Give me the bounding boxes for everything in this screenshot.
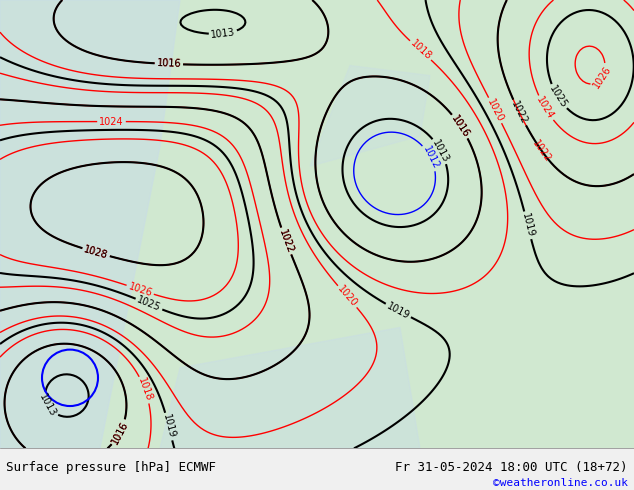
Text: 1016: 1016: [157, 58, 181, 70]
Text: 1018: 1018: [408, 38, 433, 62]
Text: 1022: 1022: [510, 99, 529, 126]
Text: 1025: 1025: [136, 295, 162, 314]
Text: 1019: 1019: [520, 212, 536, 239]
Text: 1022: 1022: [531, 138, 553, 164]
Text: 1016: 1016: [110, 419, 130, 446]
Text: 1022: 1022: [277, 228, 295, 254]
Text: 1013: 1013: [210, 27, 236, 40]
Text: Fr 31-05-2024 18:00 UTC (18+72): Fr 31-05-2024 18:00 UTC (18+72): [395, 461, 628, 474]
Text: 1022: 1022: [277, 228, 295, 254]
Polygon shape: [0, 0, 634, 448]
Text: Surface pressure [hPa] ECMWF: Surface pressure [hPa] ECMWF: [6, 461, 216, 474]
Text: 1019: 1019: [385, 300, 411, 321]
Text: 1013: 1013: [430, 138, 451, 164]
Text: 1025: 1025: [547, 84, 569, 110]
Text: 1020: 1020: [335, 284, 359, 309]
Text: 1016: 1016: [450, 113, 471, 139]
Polygon shape: [310, 66, 430, 166]
Text: 1026: 1026: [591, 64, 613, 90]
Text: 1026: 1026: [127, 281, 153, 298]
Text: 1016: 1016: [110, 419, 130, 446]
Text: 1024: 1024: [99, 117, 124, 126]
Text: 1028: 1028: [83, 244, 109, 261]
Text: 1013: 1013: [37, 392, 58, 418]
Text: 1019: 1019: [161, 414, 177, 440]
Text: 1012: 1012: [421, 145, 441, 171]
Text: ©weatheronline.co.uk: ©weatheronline.co.uk: [493, 478, 628, 488]
Text: 1016: 1016: [157, 58, 181, 70]
Polygon shape: [160, 327, 420, 448]
Polygon shape: [0, 0, 180, 448]
Text: 1028: 1028: [83, 244, 109, 261]
Text: 1020: 1020: [485, 97, 505, 123]
Text: 1018: 1018: [136, 376, 154, 403]
Text: 1016: 1016: [450, 113, 471, 139]
Text: 1024: 1024: [534, 95, 556, 122]
